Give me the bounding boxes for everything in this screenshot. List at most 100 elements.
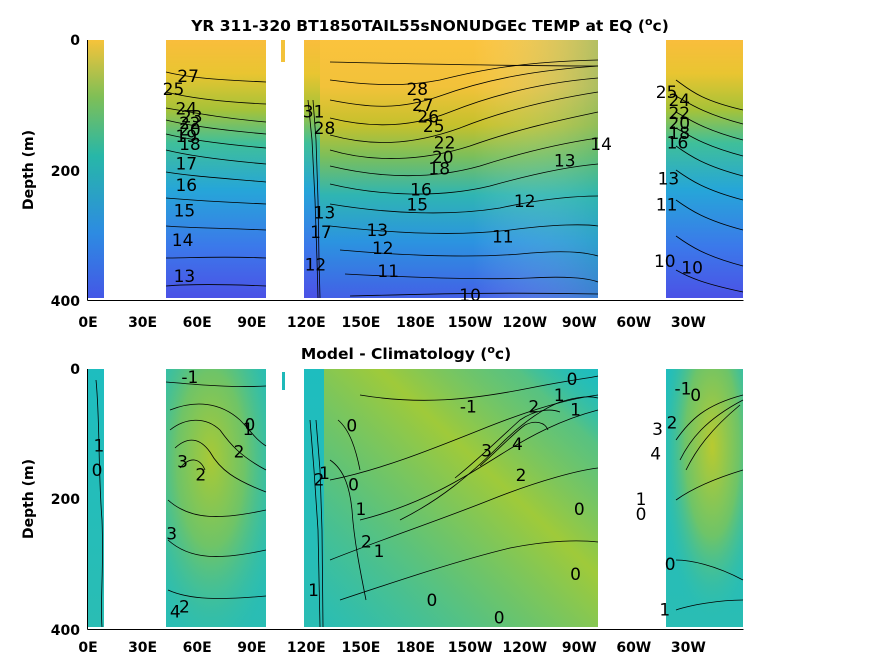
top-contours bbox=[165, 59, 744, 299]
bottom-xtick: 120E bbox=[287, 640, 326, 656]
top-contour-label: 10 bbox=[681, 259, 703, 279]
bottom-contour-label: 2 bbox=[314, 471, 325, 491]
top-contour-label: 20 bbox=[432, 148, 454, 168]
bottom-xtick: 60W bbox=[616, 640, 651, 656]
top-contour-label: 28 bbox=[406, 80, 428, 100]
bottom-contour-label: 4 bbox=[512, 435, 523, 455]
top-contour-label: 15 bbox=[174, 201, 196, 221]
bottom-contour-label: 1 bbox=[570, 400, 581, 420]
bottom-contour-label: 2 bbox=[667, 413, 678, 433]
top-contour-label: 13 bbox=[554, 151, 576, 171]
top-contour-label: 31 bbox=[303, 103, 325, 123]
top-contour-label: 24 bbox=[668, 91, 690, 111]
bottom-xtick: 0E bbox=[78, 640, 97, 656]
top-xtick: 90E bbox=[237, 315, 266, 331]
bottom-contour-label: 3 bbox=[481, 441, 492, 461]
top-contour-label: 27 bbox=[177, 67, 199, 87]
bottom-contour-label: 3 bbox=[652, 420, 663, 440]
bottom-contour-label: 4 bbox=[170, 603, 181, 623]
bottom-contour-label: 2 bbox=[528, 398, 539, 418]
bottom-contour-label: 4 bbox=[650, 445, 661, 465]
top-contour-label: 22 bbox=[668, 104, 690, 124]
bottom-contour-label: 3 bbox=[166, 525, 177, 545]
top-contour-label: 12 bbox=[372, 239, 394, 259]
bottom-contour-label: 2 bbox=[195, 465, 206, 485]
bottom-ylabel: Depth (m) bbox=[21, 459, 37, 539]
bottom-panel-title: Model - Climatology (oc) bbox=[301, 343, 511, 364]
top-contour-label: 17 bbox=[175, 155, 197, 175]
bottom-contour-label: 0 bbox=[244, 415, 255, 435]
top-xtick: 30W bbox=[671, 315, 706, 331]
top-contour-label: 15 bbox=[406, 196, 428, 216]
bottom-contour-label: 2 bbox=[361, 532, 372, 552]
top-contour-label: 13 bbox=[658, 170, 680, 190]
bottom-ytick-400: 400 bbox=[51, 623, 80, 639]
bottom-contour-label: 1 bbox=[355, 500, 366, 520]
top-contour-label: 16 bbox=[410, 181, 432, 201]
top-contour-label: 28 bbox=[314, 119, 336, 139]
top-contour-label: 20 bbox=[668, 114, 690, 134]
bottom-xtick: 60E bbox=[183, 640, 212, 656]
bottom-panel: Model - Climatology (oc) bbox=[21, 343, 744, 656]
top-xtick: 60E bbox=[183, 315, 212, 331]
top-contour-label: 11 bbox=[656, 196, 678, 216]
bottom-contour-label: 0 bbox=[636, 505, 647, 525]
top-xtick: 150W bbox=[448, 315, 493, 331]
top-contour-label: 19 bbox=[175, 127, 197, 147]
bottom-contour-label: 3 bbox=[177, 452, 188, 472]
bottom-contour-label: 0 bbox=[346, 417, 357, 437]
top-contour-label: 16 bbox=[667, 134, 689, 154]
bottom-xticks: 0E 30E 60E 90E 120E 150E 180E 150W 120W 90W 60W 30W bbox=[78, 640, 706, 656]
top-ytick-0: 0 bbox=[70, 33, 80, 49]
bottom-contour-label: 0 bbox=[567, 370, 578, 390]
bottom-contour-label: 1 bbox=[554, 386, 565, 406]
bottom-contour-label: 0 bbox=[494, 608, 505, 628]
bottom-contour-label: 1 bbox=[374, 542, 385, 562]
top-contour-label: 12 bbox=[305, 255, 327, 275]
bottom-contour-label: 1 bbox=[243, 420, 254, 440]
top-contour-label: 13 bbox=[174, 267, 196, 287]
bottom-contour-label: 0 bbox=[570, 565, 581, 585]
bottom-contour-label: 1 bbox=[659, 601, 670, 621]
bottom-contours bbox=[95, 375, 744, 628]
top-xtick: 90W bbox=[562, 315, 597, 331]
top-contour-label: 20 bbox=[179, 121, 201, 141]
bottom-contour-label: 0 bbox=[690, 386, 701, 406]
top-contour-label: 22 bbox=[434, 134, 456, 154]
bottom-contour-label: 0 bbox=[426, 591, 437, 611]
bottom-xtick: 90E bbox=[237, 640, 266, 656]
top-axes bbox=[87, 40, 744, 301]
top-panel: YR 311-320 BT1850TAIL55sNONUDGEc TEMP at… bbox=[21, 15, 744, 331]
bottom-xtick: 180E bbox=[396, 640, 435, 656]
top-xticks: 0E 30E 60E 90E 120E 150E 180E 150W 120W 90W 60W 30W bbox=[78, 315, 706, 331]
top-data-fill bbox=[88, 40, 743, 298]
top-contour-label: 26 bbox=[417, 108, 439, 128]
bottom-contour-label: 1 bbox=[319, 464, 330, 484]
top-xtick: 180E bbox=[396, 315, 435, 331]
top-xtick: 60W bbox=[616, 315, 651, 331]
top-contour-label: 22 bbox=[179, 114, 201, 134]
top-contour-label: 18 bbox=[428, 160, 450, 180]
top-contour-label: 13 bbox=[366, 221, 388, 241]
top-contour-label: 18 bbox=[668, 124, 690, 144]
bottom-xtick: 30E bbox=[128, 640, 157, 656]
top-contour-label: 17 bbox=[310, 223, 332, 243]
bottom-contour-label: 1 bbox=[308, 581, 319, 601]
top-contour-label: 14 bbox=[590, 135, 612, 155]
bottom-contour-label: 0 bbox=[574, 500, 585, 520]
top-contour-label: 16 bbox=[175, 176, 197, 196]
bottom-xtick: 150W bbox=[448, 640, 493, 656]
top-contour-label: 11 bbox=[377, 262, 399, 282]
top-ylabel: Depth (m) bbox=[21, 130, 37, 210]
bottom-xtick: 90W bbox=[562, 640, 597, 656]
bottom-ytick-0: 0 bbox=[70, 362, 80, 378]
top-contour-label: 10 bbox=[459, 286, 481, 306]
top-xtick: 150E bbox=[342, 315, 381, 331]
top-xtick: 120E bbox=[287, 315, 326, 331]
bottom-axes bbox=[87, 369, 744, 630]
bottom-contour-label: 0 bbox=[92, 461, 103, 481]
top-xtick: 30E bbox=[128, 315, 157, 331]
top-ytick-200: 200 bbox=[51, 164, 80, 180]
